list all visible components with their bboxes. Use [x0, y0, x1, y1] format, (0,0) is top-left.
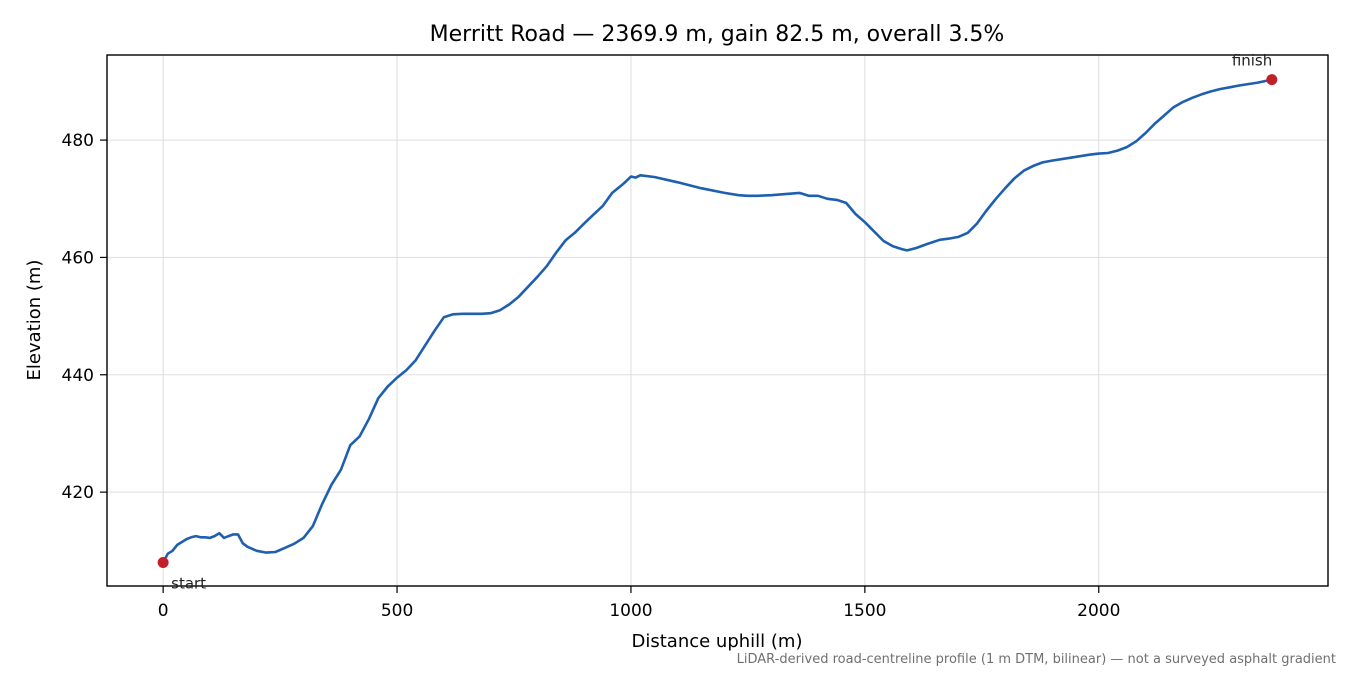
- x-tick-label: 500: [381, 601, 413, 621]
- elevation-line: [161, 78, 1274, 564]
- x-tick-label: 1500: [843, 601, 886, 621]
- x-tick-label: 0: [158, 601, 169, 621]
- grid: [107, 55, 1328, 586]
- finish-marker: [1266, 74, 1278, 86]
- start-label: start: [171, 575, 206, 593]
- annotations: start finish: [157, 52, 1278, 593]
- axis-ticks: 0 500 1000 1500 2000 420 440 460 480: [62, 131, 1121, 621]
- x-axis-label: Distance uphill (m): [632, 631, 803, 652]
- finish-label: finish: [1232, 52, 1272, 70]
- plot-frame: [106, 54, 1329, 587]
- y-tick-label: 440: [62, 366, 94, 386]
- y-tick-label: 420: [62, 483, 94, 503]
- x-tick-label: 2000: [1077, 601, 1120, 621]
- chart-footnote: LiDAR-derived road-centreline profile (1…: [736, 652, 1336, 667]
- plot-area: [161, 78, 1274, 564]
- y-tick-label: 460: [62, 248, 94, 268]
- y-tick-label: 480: [62, 131, 94, 151]
- start-marker: [157, 557, 169, 569]
- y-axis-label: Elevation (m): [24, 260, 45, 381]
- chart-title: Merritt Road — 2369.9 m, gain 82.5 m, ov…: [430, 22, 1005, 47]
- x-tick-label: 1000: [609, 601, 652, 621]
